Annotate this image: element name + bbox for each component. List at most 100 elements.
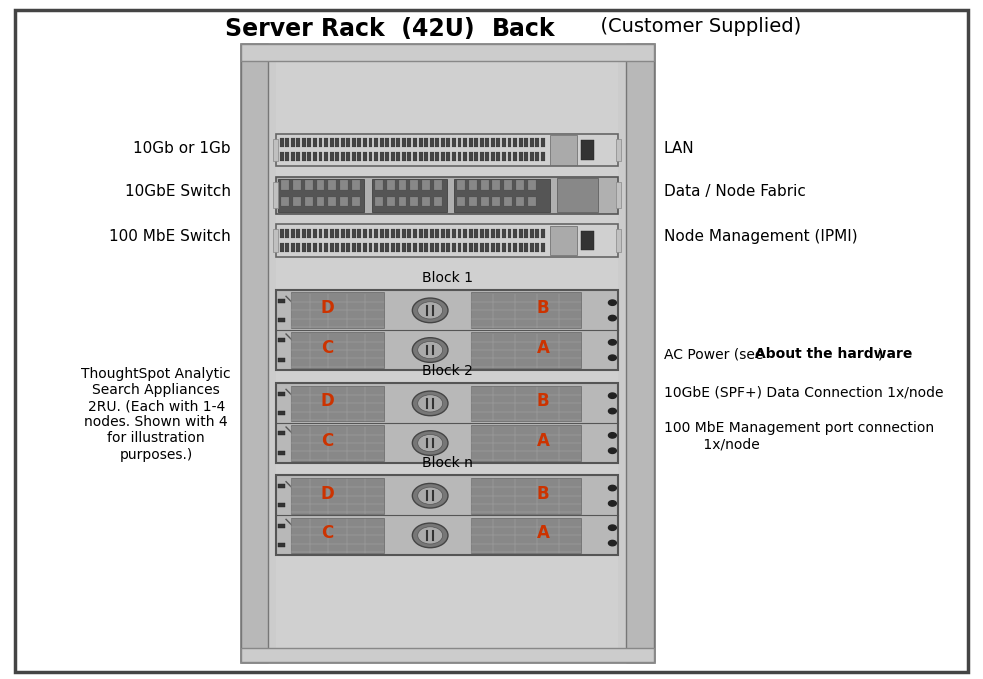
Bar bbox=[278, 543, 285, 547]
Bar bbox=[452, 139, 456, 147]
Text: ): ) bbox=[878, 348, 883, 361]
Bar bbox=[491, 152, 494, 162]
Bar bbox=[340, 197, 348, 206]
Bar bbox=[474, 242, 478, 252]
Bar bbox=[422, 180, 430, 189]
Circle shape bbox=[608, 540, 616, 546]
Circle shape bbox=[418, 527, 442, 544]
Bar bbox=[352, 139, 356, 147]
Bar bbox=[285, 139, 289, 147]
Bar bbox=[308, 139, 312, 147]
Bar bbox=[471, 386, 581, 421]
Bar bbox=[278, 299, 285, 303]
Bar bbox=[318, 139, 322, 147]
Bar bbox=[293, 197, 301, 206]
Bar bbox=[435, 139, 439, 147]
Text: AC Power (see: AC Power (see bbox=[664, 348, 768, 361]
Circle shape bbox=[608, 433, 616, 438]
Bar bbox=[402, 229, 406, 238]
Bar bbox=[396, 242, 400, 252]
Bar bbox=[440, 152, 444, 162]
Bar bbox=[469, 229, 473, 238]
Bar bbox=[346, 242, 350, 252]
Text: A: A bbox=[537, 339, 549, 357]
Bar bbox=[446, 152, 450, 162]
Text: 10GbE (SPF+) Data Connection 1x/node: 10GbE (SPF+) Data Connection 1x/node bbox=[664, 386, 943, 399]
Bar bbox=[391, 229, 395, 238]
Bar bbox=[346, 152, 350, 162]
Text: Node Management (IPMI): Node Management (IPMI) bbox=[664, 229, 857, 244]
Circle shape bbox=[418, 301, 442, 319]
Bar bbox=[440, 229, 444, 238]
Bar bbox=[241, 44, 654, 662]
Text: LAN: LAN bbox=[664, 141, 694, 155]
Bar bbox=[291, 293, 383, 328]
Bar bbox=[279, 152, 283, 162]
Circle shape bbox=[608, 300, 616, 306]
Bar bbox=[530, 242, 534, 252]
Bar bbox=[434, 180, 441, 189]
Bar bbox=[285, 229, 289, 238]
Bar bbox=[519, 229, 523, 238]
Bar bbox=[281, 197, 289, 206]
Bar bbox=[446, 139, 450, 147]
Bar bbox=[413, 229, 417, 238]
Bar bbox=[516, 180, 524, 189]
Bar bbox=[281, 180, 289, 189]
Bar bbox=[305, 197, 313, 206]
Text: A: A bbox=[537, 432, 549, 450]
Bar bbox=[481, 197, 489, 206]
Bar bbox=[457, 139, 461, 147]
Bar bbox=[581, 231, 595, 250]
Bar bbox=[375, 139, 378, 147]
Text: B: B bbox=[537, 299, 549, 318]
Bar bbox=[293, 180, 301, 189]
Bar bbox=[502, 229, 506, 238]
Bar bbox=[291, 139, 295, 147]
Bar bbox=[324, 229, 328, 238]
Bar bbox=[379, 242, 383, 252]
Bar bbox=[410, 180, 418, 189]
Circle shape bbox=[608, 393, 616, 399]
Bar bbox=[513, 139, 517, 147]
Bar bbox=[504, 180, 512, 189]
Bar bbox=[318, 242, 322, 252]
Bar bbox=[507, 152, 511, 162]
Bar bbox=[291, 332, 383, 368]
Bar bbox=[507, 242, 511, 252]
Bar bbox=[530, 229, 534, 238]
Bar bbox=[385, 242, 389, 252]
Bar bbox=[278, 524, 285, 528]
Bar bbox=[516, 197, 524, 206]
Text: C: C bbox=[320, 339, 333, 357]
Bar bbox=[434, 197, 441, 206]
Text: A: A bbox=[537, 524, 549, 543]
Bar bbox=[391, 152, 395, 162]
Bar bbox=[313, 152, 317, 162]
Circle shape bbox=[608, 500, 616, 506]
Bar bbox=[440, 242, 444, 252]
Bar bbox=[276, 290, 618, 370]
Bar bbox=[302, 229, 306, 238]
Bar bbox=[391, 139, 395, 147]
Circle shape bbox=[412, 483, 448, 508]
Bar bbox=[291, 425, 383, 461]
Text: B: B bbox=[537, 392, 549, 411]
Circle shape bbox=[608, 315, 616, 320]
Bar bbox=[335, 152, 339, 162]
Bar bbox=[317, 180, 324, 189]
Bar bbox=[502, 242, 506, 252]
Bar bbox=[358, 139, 362, 147]
Bar bbox=[379, 139, 383, 147]
Bar bbox=[268, 61, 626, 648]
Bar bbox=[446, 229, 450, 238]
Bar bbox=[324, 139, 328, 147]
Bar bbox=[375, 242, 378, 252]
Bar bbox=[513, 242, 517, 252]
Bar bbox=[536, 139, 540, 147]
Bar bbox=[340, 180, 348, 189]
Bar bbox=[413, 139, 417, 147]
Bar bbox=[291, 517, 383, 553]
Bar bbox=[285, 242, 289, 252]
Text: B: B bbox=[537, 485, 549, 503]
